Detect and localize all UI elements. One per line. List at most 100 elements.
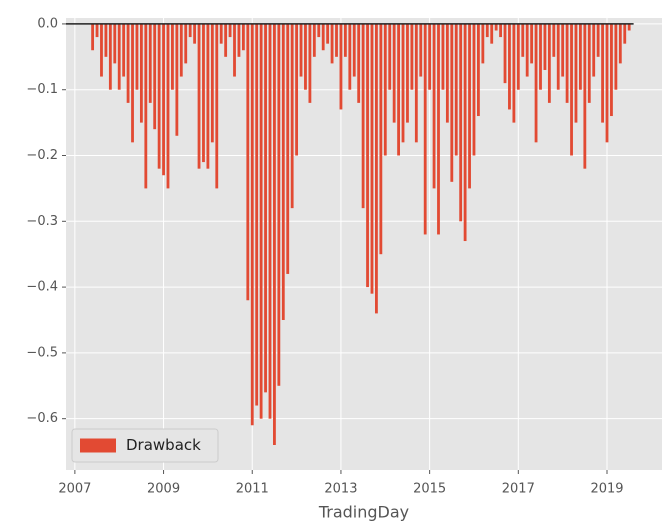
area-segment bbox=[299, 23, 303, 77]
area-segment bbox=[499, 23, 502, 38]
area-segment bbox=[383, 23, 387, 156]
area-segment bbox=[627, 23, 631, 31]
area-segment bbox=[148, 23, 152, 103]
area-segment bbox=[623, 23, 627, 44]
area-segment bbox=[437, 23, 440, 235]
area-segment bbox=[441, 23, 445, 90]
area-segment bbox=[601, 23, 604, 123]
area-segment bbox=[463, 23, 467, 242]
area-segment bbox=[339, 23, 343, 110]
area-segment bbox=[202, 23, 205, 163]
area-segment bbox=[308, 23, 312, 103]
x-tick-label: 2017 bbox=[502, 482, 535, 497]
area-segment bbox=[273, 23, 276, 445]
area-segment bbox=[419, 23, 423, 77]
area-segment bbox=[468, 23, 471, 189]
y-tick-label: −0.3 bbox=[26, 214, 58, 229]
area-segment bbox=[375, 23, 378, 314]
area-segment bbox=[304, 23, 307, 90]
x-tick-label: 2007 bbox=[58, 482, 91, 497]
area-segment bbox=[197, 23, 201, 169]
area-segment bbox=[605, 23, 609, 143]
area-segment bbox=[596, 23, 600, 57]
y-tick-label: −0.5 bbox=[26, 345, 58, 360]
area-segment bbox=[552, 23, 556, 57]
area-segment bbox=[477, 23, 480, 117]
area-segment bbox=[286, 23, 290, 274]
area-segment bbox=[614, 23, 618, 90]
area-segment bbox=[157, 23, 161, 169]
area-segment bbox=[587, 23, 591, 103]
area-segment bbox=[494, 23, 498, 31]
area-segment bbox=[91, 23, 95, 51]
area-segment bbox=[570, 23, 573, 156]
area-segment bbox=[445, 23, 449, 123]
area-segment bbox=[454, 23, 458, 156]
area-segment bbox=[361, 23, 365, 209]
x-tick-label: 2019 bbox=[590, 482, 623, 497]
y-tick-label: −0.4 bbox=[26, 280, 58, 295]
area-segment bbox=[348, 23, 352, 90]
area-segment bbox=[370, 23, 374, 294]
y-tick-label: 0.0 bbox=[37, 16, 58, 31]
area-segment bbox=[100, 23, 103, 77]
area-segment bbox=[117, 23, 121, 90]
area-segment bbox=[206, 23, 210, 169]
area-segment bbox=[317, 23, 321, 38]
area-segment bbox=[428, 23, 432, 90]
area-segment bbox=[290, 23, 294, 209]
area-segment bbox=[255, 23, 259, 406]
area-segment bbox=[277, 23, 281, 386]
area-segment bbox=[459, 23, 463, 222]
area-segment bbox=[184, 23, 188, 64]
area-segment bbox=[539, 23, 542, 90]
area-segment bbox=[335, 23, 338, 57]
area-segment bbox=[366, 23, 369, 288]
area-segment bbox=[131, 23, 134, 143]
area-segment bbox=[259, 23, 263, 419]
area-segment bbox=[321, 23, 325, 51]
area-segment bbox=[343, 23, 347, 57]
y-tick-label: −0.2 bbox=[26, 148, 58, 163]
x-axis-label: TradingDay bbox=[318, 503, 409, 522]
area-segment bbox=[565, 23, 569, 103]
area-segment bbox=[193, 23, 197, 44]
area-segment bbox=[618, 23, 622, 64]
area-segment bbox=[237, 23, 241, 57]
area-segment bbox=[472, 23, 476, 156]
area-segment bbox=[397, 23, 400, 156]
area-segment bbox=[512, 23, 516, 123]
area-segment bbox=[556, 23, 560, 90]
area-segment bbox=[392, 23, 396, 123]
area-segment bbox=[583, 23, 587, 169]
legend-swatch bbox=[80, 438, 116, 453]
area-segment bbox=[241, 23, 245, 51]
area-segment bbox=[357, 23, 361, 103]
area-segment bbox=[139, 23, 143, 123]
area-segment bbox=[144, 23, 148, 189]
area-segment bbox=[530, 23, 534, 64]
area-segment bbox=[250, 23, 254, 426]
area-segment bbox=[388, 23, 392, 90]
area-segment bbox=[432, 23, 436, 189]
y-tick-label: −0.1 bbox=[26, 82, 58, 97]
area-segment bbox=[246, 23, 250, 301]
area-segment bbox=[219, 23, 223, 44]
area-segment bbox=[108, 23, 112, 90]
area-segment bbox=[534, 23, 538, 143]
area-segment bbox=[113, 23, 117, 64]
y-tick-label: −0.6 bbox=[26, 411, 58, 426]
x-tick-label: 2015 bbox=[413, 482, 446, 497]
area-segment bbox=[179, 23, 183, 77]
area-segment bbox=[330, 23, 334, 64]
x-tick-label: 2009 bbox=[147, 482, 180, 497]
area-segment bbox=[485, 23, 489, 38]
area-segment bbox=[153, 23, 157, 130]
area-segment bbox=[521, 23, 525, 57]
x-tick-label: 2013 bbox=[324, 482, 357, 497]
area-segment bbox=[281, 23, 285, 320]
area-segment bbox=[312, 23, 316, 57]
area-segment bbox=[450, 23, 454, 182]
